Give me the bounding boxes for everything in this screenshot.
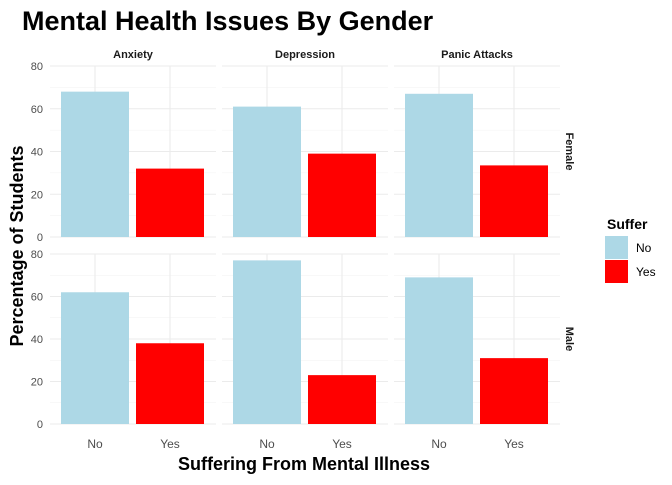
panel-female-anxiety [50,65,216,238]
row-strip-label: Male [563,327,575,351]
y-tick-label: 80 [31,61,43,73]
panel-male-anxiety [50,253,216,425]
bar-yes [480,358,548,424]
legend-key-no [605,236,628,259]
row-strip-label: Female [563,133,575,171]
legend-label-yes: Yes [636,265,656,279]
legend: Suffer No Yes [605,216,656,283]
bar-no [233,106,301,237]
column-strip-label: Panic Attacks [441,49,513,61]
x-tick-label: No [431,437,447,451]
bar-no [61,91,129,238]
x-axis-title: Suffering From Mental Illness [178,454,430,474]
x-tick-label: Yes [160,437,180,451]
facet-panels: 0 20 40 60 80 Female 0 20 40 60 80 Male Anxiety Depre… [31,49,575,451]
y-tick-label: 80 [31,249,43,261]
x-tick-label: No [259,437,275,451]
y-tick-label: 40 [31,334,43,346]
y-tick-label: 0 [37,419,43,431]
bar-no [61,292,129,424]
x-tick-label: No [87,437,103,451]
column-strip-label: Depression [275,49,335,61]
y-tick-label: 60 [31,104,43,116]
y-tick-label: 20 [31,189,43,201]
bar-no [405,277,473,424]
bar-no [233,260,301,424]
column-strip-label: Anxiety [113,49,154,61]
bar-no [405,93,473,237]
x-tick-label: Yes [332,437,352,451]
panel-male-panic-attacks [394,253,560,425]
y-tick-label: 20 [31,377,43,389]
legend-title: Suffer [607,216,648,232]
y-tick-label: 0 [37,232,43,244]
legend-label-no: No [636,241,652,255]
y-tick-label: 60 [31,292,43,304]
y-axis-title: Percentage of Students [7,145,27,346]
bar-yes [136,343,204,424]
panel-male-depression [222,253,388,425]
legend-key-yes [605,260,628,283]
x-tick-label: Yes [504,437,524,451]
bar-yes [308,153,376,237]
panel-female-panic-attacks [394,65,560,238]
bar-yes [136,168,204,237]
y-tick-label: 40 [31,147,43,159]
panel-female-depression [222,65,388,238]
bar-yes [480,165,548,237]
chart-title: Mental Health Issues By Gender [22,6,434,36]
bar-yes [308,375,376,424]
